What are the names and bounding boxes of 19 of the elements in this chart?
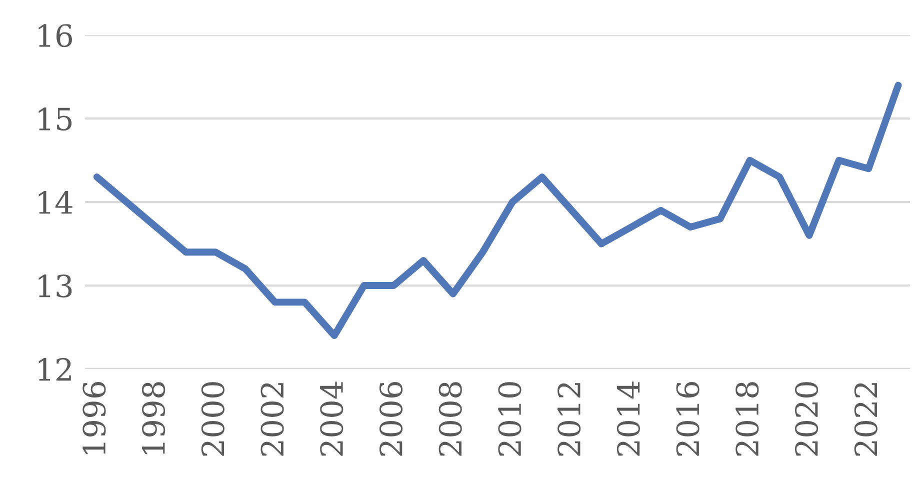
y-tick-label: 15 — [38, 108, 72, 131]
x-tick-label: 2018 — [736, 382, 759, 456]
x-tick-label: 2008 — [438, 382, 462, 456]
y-tick-label: 12 — [38, 358, 71, 381]
x-tick-label: 2004 — [320, 382, 344, 456]
x-tick-label: 1998 — [142, 382, 166, 454]
x-tick-label: 2020 — [794, 382, 818, 456]
x-tick-label: 2012 — [558, 383, 581, 456]
x-tick-label: 2002 — [260, 383, 284, 456]
y-tick-label: 16 — [38, 24, 72, 48]
x-tick-label: 2016 — [676, 382, 700, 456]
x-tick-label: 2006 — [379, 382, 403, 456]
y-tick-label: 13 — [38, 274, 72, 298]
x-tick-label: 1996 — [82, 382, 106, 454]
x-tick-label: 2000 — [201, 382, 224, 456]
y-tick-label: 14 — [38, 190, 72, 214]
x-tick-label: 2022 — [854, 383, 878, 456]
x-tick-label: 2010 — [498, 382, 522, 456]
x-tick-label: 2014 — [616, 382, 640, 456]
